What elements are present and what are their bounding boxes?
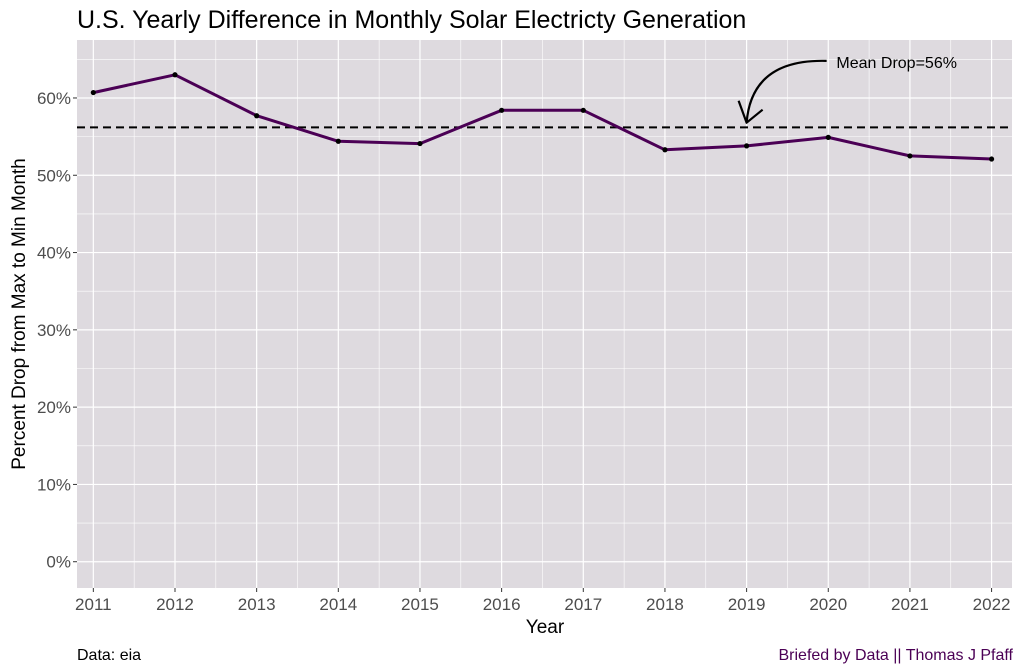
data-point bbox=[825, 134, 831, 140]
plot-panel bbox=[77, 40, 1012, 588]
data-point bbox=[907, 153, 913, 159]
y-tick-label: 20% bbox=[37, 398, 71, 417]
data-point bbox=[580, 107, 586, 113]
series-line bbox=[92, 73, 992, 161]
data-source-caption: Data: eia bbox=[77, 647, 141, 664]
x-tick-label: 2016 bbox=[483, 595, 521, 614]
x-tick-label: 2011 bbox=[75, 595, 112, 614]
x-tick-label: 2022 bbox=[973, 595, 1011, 614]
author-credit: Briefed by Data || Thomas J Pfaff bbox=[779, 647, 1014, 664]
data-point bbox=[172, 72, 178, 78]
data-point bbox=[417, 140, 423, 147]
y-tick-label: 30% bbox=[37, 321, 71, 340]
x-tick-label: 2017 bbox=[564, 595, 602, 614]
y-tick-label: 10% bbox=[37, 475, 71, 494]
y-tick-labels: 0% 10% 20% 30% 40% 50% 60% bbox=[37, 89, 77, 572]
x-tick-labels: 2011 2012 2013 2014 2015 2016 2017 2018 2019 2020… bbox=[75, 588, 1010, 614]
grid bbox=[77, 40, 1012, 588]
data-point bbox=[90, 89, 96, 96]
y-tick-label: 60% bbox=[37, 89, 71, 108]
data-point bbox=[254, 113, 260, 119]
data-point bbox=[335, 138, 341, 144]
x-tick-label: 2015 bbox=[401, 595, 439, 614]
x-axis-title: Year bbox=[526, 617, 565, 638]
x-tick-label: 2018 bbox=[646, 595, 684, 614]
x-tick-label: 2014 bbox=[319, 595, 357, 614]
x-tick-label: 2020 bbox=[809, 595, 847, 614]
y-tick-label: 50% bbox=[37, 166, 71, 185]
annotation-arrow bbox=[737, 59, 827, 124]
chart-title: U.S. Yearly Difference in Monthly Solar … bbox=[77, 6, 746, 34]
y-tick-label: 0% bbox=[46, 553, 71, 572]
x-tick-label: 2019 bbox=[728, 595, 766, 614]
x-tick-label: 2013 bbox=[238, 595, 276, 614]
annotation-label: Mean Drop=56% bbox=[836, 55, 957, 72]
x-tick-label: 2021 bbox=[891, 595, 929, 614]
data-point bbox=[988, 156, 995, 162]
x-tick-label: 2012 bbox=[156, 595, 194, 614]
data-points bbox=[90, 72, 995, 162]
data-point bbox=[499, 107, 505, 113]
data-point bbox=[744, 143, 750, 149]
y-axis-title: Percent Drop from Max to Min Month bbox=[9, 158, 30, 470]
y-tick-label: 40% bbox=[37, 244, 71, 263]
data-point bbox=[662, 147, 668, 153]
